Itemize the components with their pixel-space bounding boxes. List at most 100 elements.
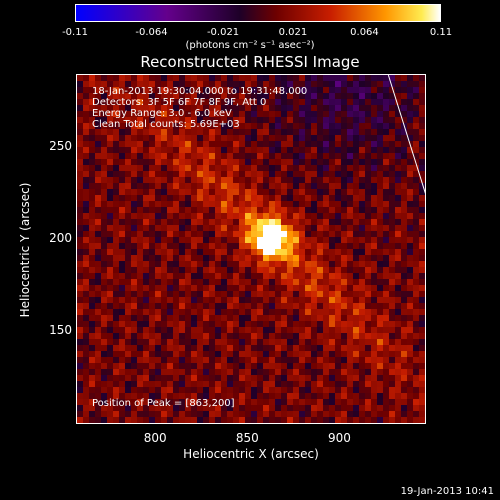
heatmap-cell [167,87,174,94]
heatmap-cell [101,243,108,250]
heatmap-cell [209,309,216,316]
heatmap-cell [131,285,138,292]
heatmap-cell [179,207,186,214]
heatmap-cell [161,405,168,412]
heatmap-cell [113,231,120,238]
heatmap-cell [371,357,378,364]
heatmap-cell [209,357,216,364]
heatmap-cell [341,393,348,400]
heatmap-cell [329,147,336,154]
heatmap-cell [317,393,324,400]
heatmap-cell [377,171,384,178]
heatmap-cell [323,177,330,184]
heatmap-cell [311,321,318,328]
heatmap-cell [83,219,90,226]
heatmap-cell [323,93,330,100]
heatmap-cell [401,333,408,340]
heatmap-cell [113,105,120,112]
heatmap-cell [293,369,300,376]
heatmap-cell [389,381,396,388]
heatmap-cell [347,117,354,124]
heatmap-cell [419,345,425,352]
heatmap-cell [389,105,396,112]
heatmap-cell [149,105,156,112]
heatmap-cell [215,315,222,322]
heatmap-cell [77,405,84,412]
heatmap-cell [227,165,234,172]
heatmap-cell [161,171,168,178]
heatmap-cell [119,123,126,130]
heatmap-cell [323,207,330,214]
heatmap-cell [395,393,402,400]
heatmap-cell [245,363,252,370]
heatmap-cell [131,111,138,118]
heatmap-cell [191,219,198,226]
heatmap-cell [257,117,264,124]
heatmap-cell [101,237,108,244]
heatmap-cell [77,225,84,232]
heatmap-cell [347,225,354,232]
heatmap-cell [359,351,366,358]
heatmap-cell [149,411,156,418]
heatmap-cell [371,405,378,412]
heatmap-cell [119,309,126,316]
heatmap-cell [167,339,174,346]
heatmap-cell [173,93,180,100]
heatmap-cell [221,339,228,346]
heatmap-cell [179,231,186,238]
heatmap-cell [341,381,348,388]
heatmap-cell [95,99,102,106]
heatmap-cell [275,381,282,388]
heatmap-cell [365,303,372,310]
heatmap-cell [107,171,114,178]
heatmap-cell [215,369,222,376]
heatmap-cell [341,321,348,328]
heatmap-cell [341,123,348,130]
heatmap-cell [185,351,192,358]
heatmap-cell [233,237,240,244]
heatmap-cell [191,117,198,124]
heatmap-cell [323,255,330,262]
heatmap-cell [119,399,126,406]
heatmap-cell [251,99,258,106]
heatmap-cell [257,153,264,160]
x-tick-label: 900 [327,431,351,445]
heatmap-cell [317,171,324,178]
heatmap-cell [89,369,96,376]
heatmap-cell [353,231,360,238]
heatmap-cell [215,165,222,172]
heatmap-cell [335,147,342,154]
heatmap-cell [407,387,414,394]
heatmap-cell [113,297,120,304]
heatmap-cell [257,201,264,208]
heatmap-cell [347,111,354,118]
heatmap-cell [401,363,408,370]
heatmap-cell [269,261,276,268]
heatmap-cell [311,393,318,400]
heatmap-cell [299,195,306,202]
heatmap-cell [275,105,282,112]
heatmap-cell [119,219,126,226]
heatmap-cell [203,219,210,226]
heatmap-cell [281,135,288,142]
heatmap-cell [383,303,390,310]
heatmap-cell [89,189,96,196]
heatmap-cell [155,393,162,400]
heatmap-cell [203,387,210,394]
heatmap-cell [239,105,246,112]
heatmap-cell [419,201,425,208]
heatmap-cell [137,255,144,262]
heatmap-cell [299,147,306,154]
heatmap-cell [83,279,90,286]
heatmap-cell [383,255,390,262]
heatmap-cell [257,225,264,232]
heatmap-cell [77,309,84,316]
heatmap-cell [95,357,102,364]
heatmap-cell [353,417,360,423]
heatmap-cell [161,351,168,358]
heatmap-cell [401,357,408,364]
heatmap-cell [113,93,120,100]
heatmap-cell [395,351,402,358]
heatmap-cell [407,381,414,388]
heatmap-cell [335,357,342,364]
